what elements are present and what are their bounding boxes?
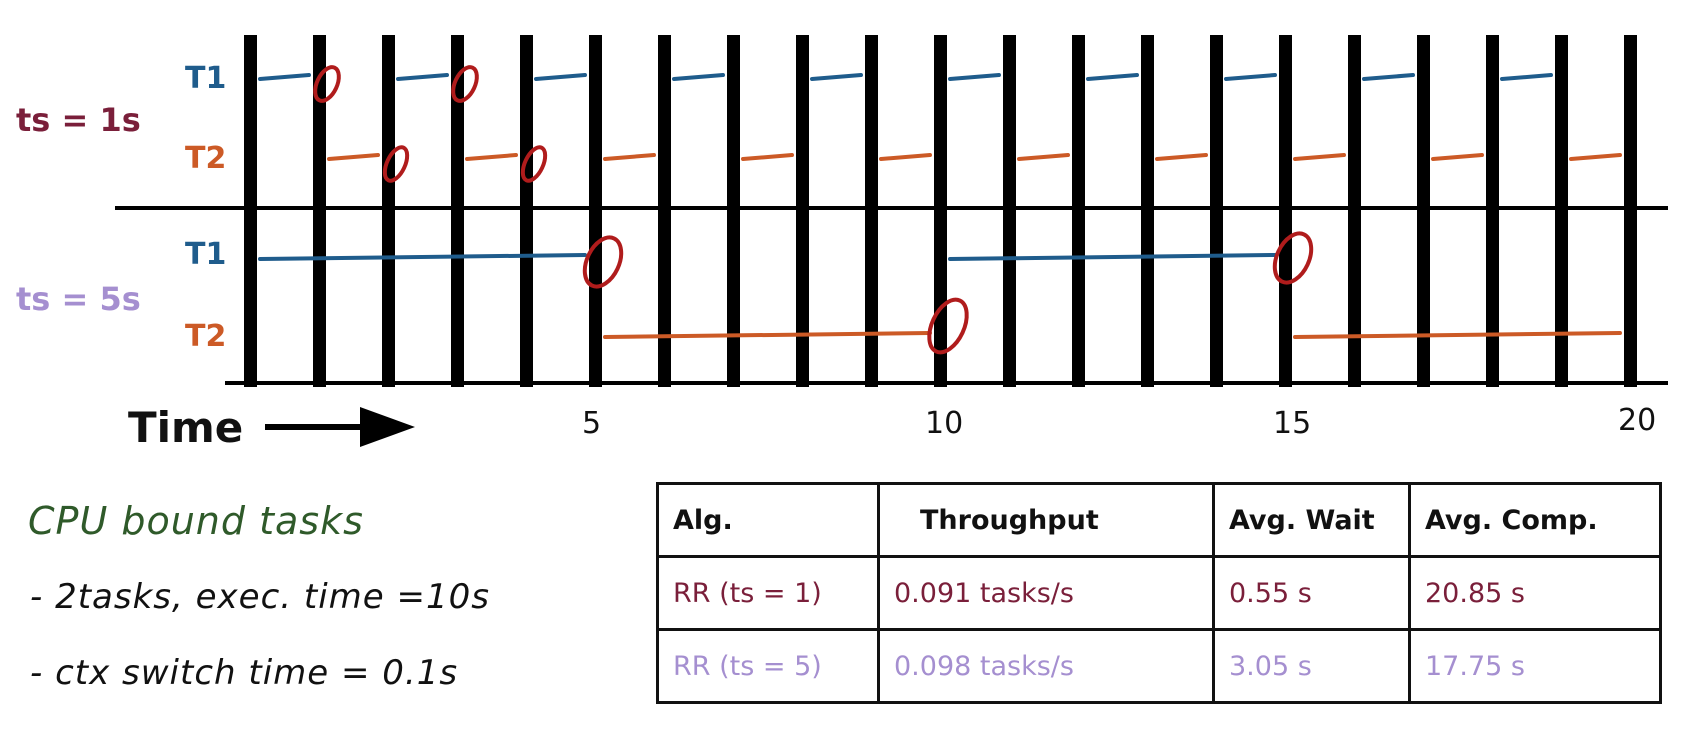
row2-avg-wait: 3.05 s — [1212, 628, 1411, 704]
ts1-t1-segment — [672, 73, 725, 81]
ts1-t2-segment — [1155, 153, 1208, 161]
ts1-t2-segment — [1569, 153, 1622, 161]
tick-label-5: 5 — [582, 406, 602, 441]
ts1-t2-segment — [1431, 153, 1484, 161]
ts1-t2-segment — [603, 153, 656, 161]
ts5-t2-segment — [1293, 331, 1622, 339]
ts1-t1-label: T1 — [185, 61, 227, 96]
row1-throughput: 0.091 tasks/s — [877, 555, 1215, 631]
context-switch-mark — [582, 235, 624, 289]
time-arrow-head — [360, 407, 415, 447]
ts1-t1-segment — [534, 73, 587, 81]
ts1-t2-segment — [327, 153, 380, 161]
row2-alg: RR (ts = 5) — [656, 628, 880, 704]
time-bar — [244, 35, 257, 387]
ts1-t1-segment — [1086, 73, 1139, 81]
time-bar — [1003, 35, 1016, 387]
time-bar — [727, 35, 740, 387]
notes-line-1: - 2tasks, exec. time =10s — [30, 577, 490, 617]
context-switch-mark — [313, 65, 341, 103]
row1-alg: RR (ts = 1) — [656, 555, 880, 631]
context-switch-mark — [382, 145, 410, 183]
time-bar — [589, 35, 602, 387]
ts1-t1-segment — [810, 73, 863, 81]
context-switch-mark — [927, 297, 969, 355]
ts5-t2-label: T2 — [185, 319, 227, 354]
time-bar — [451, 35, 464, 387]
tick-label-10: 10 — [925, 406, 964, 441]
time-bar — [796, 35, 809, 387]
time-bar — [1072, 35, 1085, 387]
time-bar — [934, 35, 947, 387]
time-bar — [1279, 35, 1292, 387]
table-row: RR (ts = 1) 0.091 tasks/s 0.55 s 20.85 s — [656, 555, 1662, 631]
ts5-t1-segment — [948, 253, 1277, 261]
time-bar — [313, 35, 326, 387]
header-alg: Alg. — [656, 482, 880, 558]
notes-line-2: - ctx switch time = 0.1s — [30, 653, 459, 693]
ts1-t2-segment — [465, 153, 518, 161]
ts5-group-label: ts = 5s — [16, 280, 141, 318]
table-row: RR (ts = 5) 0.098 tasks/s 3.05 s 17.75 s — [656, 628, 1662, 704]
ts1-t2-segment — [879, 153, 932, 161]
table-header-row: Alg. Throughput Avg. Wait Avg. Comp. — [656, 482, 1662, 558]
ts5-t2-segment — [603, 331, 932, 339]
time-bar — [1417, 35, 1430, 387]
time-bar — [658, 35, 671, 387]
header-avg-comp: Avg. Comp. — [1408, 482, 1662, 558]
ts1-t1-segment — [948, 73, 1001, 81]
time-bar — [1141, 35, 1154, 387]
time-bar — [382, 35, 395, 387]
context-switch-mark — [451, 65, 479, 103]
ts1-t1-segment — [1224, 73, 1277, 81]
time-bar — [1624, 35, 1637, 387]
time-bar — [1486, 35, 1499, 387]
ts1-t2-segment — [741, 153, 794, 161]
time-bar — [865, 35, 878, 387]
row2-throughput: 0.098 tasks/s — [877, 628, 1215, 704]
ts1-t1-segment — [1362, 73, 1415, 81]
ts5-t1-segment — [258, 253, 587, 261]
time-bar — [1555, 35, 1568, 387]
ts1-t2-segment — [1017, 153, 1070, 161]
row1-avg-comp: 20.85 s — [1408, 555, 1662, 631]
ts1-t1-segment — [396, 73, 449, 81]
header-avg-wait: Avg. Wait — [1212, 482, 1411, 558]
time-bar — [520, 35, 533, 387]
ts1-t1-segment — [1500, 73, 1553, 81]
ts1-t2-label: T2 — [185, 141, 227, 176]
ts1-t2-segment — [1293, 153, 1346, 161]
notes-title: CPU bound tasks — [28, 499, 364, 543]
tick-label-15: 15 — [1273, 406, 1312, 441]
context-switch-mark — [1272, 231, 1314, 285]
row2-avg-comp: 17.75 s — [1408, 628, 1662, 704]
ts5-t1-label: T1 — [185, 237, 227, 272]
time-axis-label: Time — [128, 403, 244, 452]
results-table: Alg. Throughput Avg. Wait Avg. Comp. RR … — [656, 482, 1662, 704]
time-bar — [1210, 35, 1223, 387]
ts1-t1-segment — [258, 73, 311, 81]
time-bar — [1348, 35, 1361, 387]
header-throughput: Throughput — [877, 482, 1215, 558]
context-switch-mark — [520, 145, 548, 183]
ts1-group-label: ts = 1s — [16, 101, 141, 139]
tick-label-20: 20 — [1618, 403, 1657, 438]
row1-avg-wait: 0.55 s — [1212, 555, 1411, 631]
